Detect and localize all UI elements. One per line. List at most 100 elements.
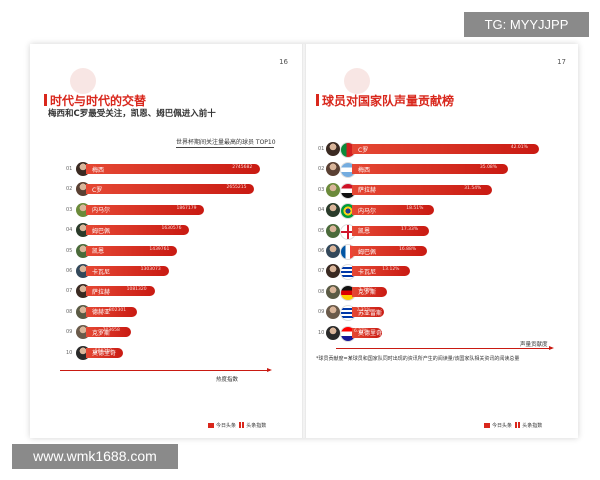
value-label: 7.79% [358,287,373,293]
player-avatar [326,203,340,218]
data-bar [352,164,508,175]
data-bar [352,184,493,195]
chart-row: 09 苏亚雷斯 7.31% [306,305,578,322]
title-accent-bar [44,94,47,106]
value-label: 1439761 [149,246,170,252]
data-bar [352,144,539,154]
right-page-number: 17 [557,58,566,66]
chart-row: 09 克罗斯 703658 [30,325,302,340]
right-axis-arrow [336,346,554,350]
value-label: 18.51% [406,206,424,212]
value-label: 35.08% [479,165,498,171]
data-bar [352,327,382,338]
player-name-label: 梅西 [92,166,105,174]
chart-row: 05 凯恩 1439761 [30,243,302,258]
player-name-label: 莫德里奇 [358,330,383,338]
data-bar [86,204,205,215]
rank-number: 07 [318,268,325,275]
left-page-title: 时代与时代的交替 [44,92,146,109]
player-name-label: 凯恩 [92,248,105,256]
rank-number: 10 [66,349,73,356]
value-label: 17.33% [401,226,419,232]
magazine-spread: 16 时代与时代的交替 梅西和C罗最受关注，凯恩、姆巴佩进入前十 世界杯期间关注… [30,44,578,438]
chart-row: 01 C罗 42.01% [306,142,578,158]
footer-brand-2: 头条指数 [246,423,267,429]
chart-row: 01 梅西 2745682 [30,162,302,176]
data-bar [86,286,155,297]
footer-brand-1: 今日头条 [216,423,237,429]
right-page: 17 球员对国家队声量贡献榜 01 C罗 42.01% 02 梅西 35.08% 03 萨拉赫… [306,44,578,438]
right-title-text: 球员对国家队声量贡献榜 [322,94,455,108]
rank-number: 10 [318,329,325,336]
chart-row: 06 卡瓦尼 1303073 [30,264,302,278]
value-label: 1081320 [126,287,147,293]
data-bar [86,225,190,236]
left-axis-arrow [60,368,272,372]
index-logo-icon [239,422,245,428]
rank-number: 07 [66,288,73,295]
player-avatar [326,305,340,320]
rank-number: 09 [318,309,325,316]
right-axis-label: 声量贡献度 [520,342,548,348]
left-footer-logos: 今日头条 头条指数 [208,422,266,429]
data-bar [86,164,261,174]
player-name-label: 卡瓦尼 [358,268,377,276]
player-name-label: 莫德里奇 [92,350,117,358]
value-label: 1630576 [161,226,182,232]
right-footer-logos: 今日头条 头条指数 [484,422,542,429]
value-label: 7.31% [356,308,371,314]
rank-number: 05 [66,247,73,254]
right-footnote: *球员贡献度=某球员和国家队同时出现的资讯所产生的阅读量/该国家队相关资讯的阅读… [316,356,520,362]
left-chart-caption: 世界杯期间关注量最高的球员 TOP10 [176,139,276,146]
rank-number: 04 [318,207,325,214]
player-name-label: 凯恩 [358,228,371,236]
value-label: 1303073 [140,267,161,272]
rank-number: 09 [66,329,73,336]
player-avatar [326,284,340,299]
data-bar [352,225,430,236]
rank-number: 02 [66,186,73,193]
player-name-label: 卡瓦尼 [92,268,111,276]
toutiao-logo-icon [484,423,490,428]
chart-row: 02 C罗 2655215 [30,182,302,197]
footer-brand-2: 头条指数 [522,423,543,429]
player-avatar [326,223,340,238]
player-name-label: 克罗斯 [358,289,377,297]
chart-row: 07 卡瓦尼 13.12% [306,264,578,281]
chart-row: 08 克罗斯 7.79% [306,284,578,301]
player-name-label: 梅西 [358,166,371,174]
chart-row: 05 凯恩 17.33% [306,223,578,240]
player-avatar [326,244,340,258]
footer-brand-1: 今日头条 [492,423,513,429]
watermark-bottom: www.wmk1688.com [12,444,178,469]
data-bar [352,307,385,318]
player-name-label: 内马尔 [358,207,377,215]
watermark-top: TG: MYYJJPP [464,12,589,37]
player-avatar [326,264,340,279]
player-name-label: 德赫亚 [92,309,111,317]
chart-row: 07 萨拉赫 1081320 [30,284,302,299]
decorative-circle [70,68,96,94]
rank-number: 03 [318,186,325,193]
left-axis-label: 热度指数 [216,377,239,383]
value-label: 6.37% [354,328,369,334]
rank-number: 06 [318,248,325,254]
rank-number: 08 [66,308,73,315]
data-bar [86,266,169,276]
page-gutter [302,44,306,438]
value-label: 802301 [108,307,127,313]
player-avatar [326,142,340,156]
data-bar [86,306,137,317]
data-bar [86,184,255,195]
rank-number: 03 [66,206,73,213]
chart-row: 10 莫德里奇 580218 [30,345,302,360]
player-name-label: C罗 [92,186,103,194]
player-name-label: C罗 [358,146,369,154]
data-bar [86,327,131,338]
chart-row: 03 萨拉赫 31.54% [306,182,578,199]
rank-number: 06 [66,268,73,274]
rank-number: 05 [318,227,325,234]
player-avatar [326,162,340,177]
left-page-subtitle: 梅西和C罗最受关注，凯恩、姆巴佩进入前十 [48,109,216,119]
value-label: 13.12% [382,267,400,273]
